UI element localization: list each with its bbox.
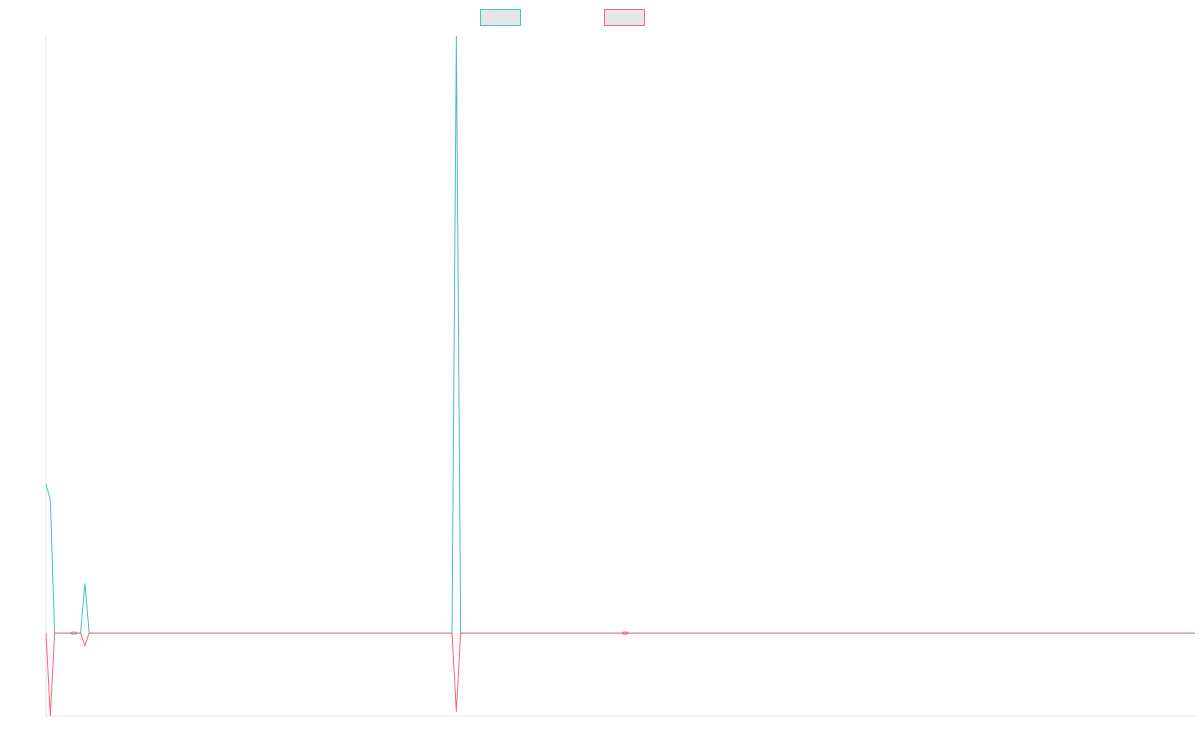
legend-swatch-1[interactable] bbox=[480, 9, 521, 26]
chart-series-group bbox=[45, 35, 1196, 717]
legend-swatch-2[interactable] bbox=[604, 9, 645, 26]
series-line-2 bbox=[45, 632, 1195, 717]
chart-legend bbox=[480, 9, 645, 26]
point-highlight-marker bbox=[621, 631, 629, 635]
point-highlight-marker bbox=[70, 631, 78, 635]
series-2 bbox=[45, 632, 1196, 717]
series-1 bbox=[45, 35, 1196, 634]
series-line-1 bbox=[45, 35, 1195, 634]
chart-axes bbox=[45, 36, 1195, 717]
